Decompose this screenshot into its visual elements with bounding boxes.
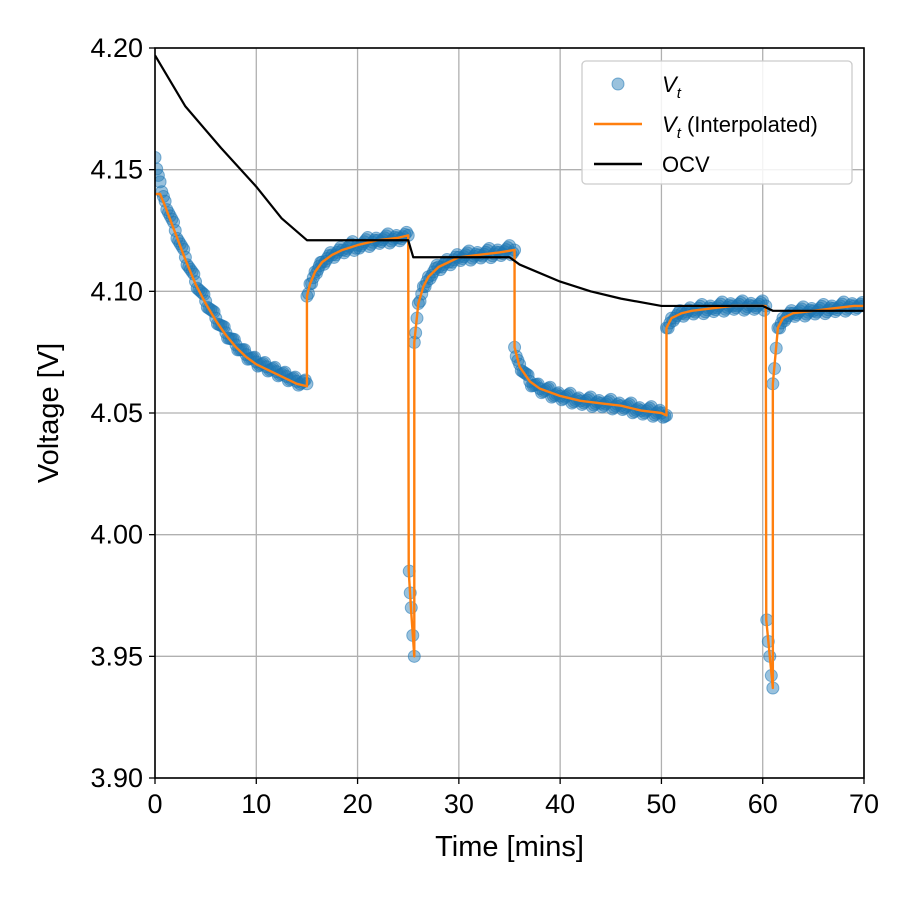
x-tick-label: 60: [748, 789, 778, 819]
data-point-measured: [155, 175, 167, 189]
series-measured-markers: [155, 151, 864, 695]
series-interpolated-line: [155, 192, 864, 690]
y-axis-label: Voltage [V]: [33, 343, 65, 483]
x-tick-label: 30: [444, 789, 474, 819]
data-point-measured: [155, 151, 162, 164]
y-tick-label: 4.10: [90, 276, 143, 306]
legend-label-interpolated: Vt (Interpolated): [662, 112, 818, 142]
x-tick-label: 20: [343, 789, 373, 819]
x-tick-label: 70: [849, 789, 879, 819]
y-tick-label: 4.15: [90, 155, 143, 185]
axis-ticks: 0 10 20 30 40 50 60 70 3.90 3.95 4.00 4.05 4.10 4.15 4…: [90, 33, 879, 819]
legend-label-ocv: OCV: [662, 152, 710, 177]
y-tick-label: 4.00: [90, 520, 143, 550]
x-tick-label: 40: [545, 789, 575, 819]
x-tick-label: 0: [147, 789, 162, 819]
y-tick-label: 4.20: [90, 33, 143, 63]
legend-box: [581, 60, 853, 185]
x-axis-label: Time [mins]: [435, 831, 584, 863]
series-ocv-line: [155, 54, 864, 312]
y-tick-label: 3.90: [90, 763, 143, 793]
legend: Vt Vt (Interpolated) OCV: [581, 60, 853, 185]
y-tick-label: 3.95: [90, 641, 143, 671]
x-tick-label: 10: [241, 789, 271, 819]
x-tick-label: 50: [646, 789, 676, 819]
plot-area: [155, 54, 864, 695]
legend-marker-measured: [611, 77, 625, 91]
legend-label-measured: Vt: [662, 72, 682, 102]
y-tick-label: 4.05: [90, 398, 143, 428]
